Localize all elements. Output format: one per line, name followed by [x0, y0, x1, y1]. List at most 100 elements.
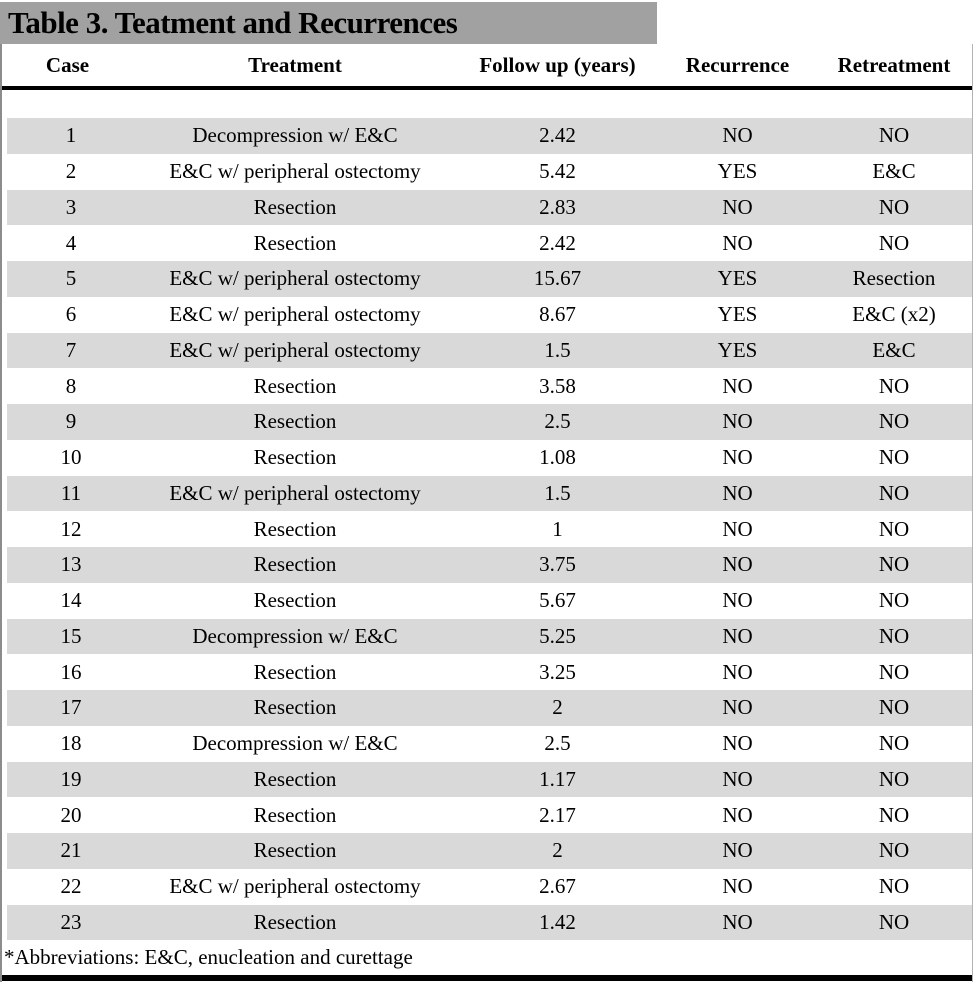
cell-followup: 2.67: [539, 874, 576, 899]
table-row: 5 E&C w/ peripheral ostectomy 15.67 YES …: [7, 261, 973, 297]
cell-case: 9: [65, 409, 77, 434]
cell-followup: 3.58: [539, 373, 576, 398]
cell-case: 22: [60, 874, 82, 899]
cell-case: 2: [65, 159, 77, 184]
cell-recurrence: NO: [722, 659, 753, 684]
cell-recurrence: YES: [717, 159, 758, 184]
table-body: 1 Decompression w/ E&C 2.42 NO NO 2 E&C …: [0, 118, 973, 941]
table-row: 3 Resection 2.83 NO NO: [7, 189, 973, 226]
cell-treatment: Resection: [253, 516, 337, 541]
cell-treatment: Decompression w/ E&C: [192, 123, 398, 148]
table-row: 11 E&C w/ peripheral ostectomy 1.5 NO NO: [7, 475, 973, 512]
cell-treatment: Resection: [253, 695, 337, 720]
column-header-recurrence: Recurrence: [685, 52, 790, 77]
cell-case: 14: [60, 588, 82, 613]
cell-followup: 2.42: [539, 230, 576, 255]
cell-retreatment: NO: [878, 445, 910, 470]
table-row: 21 Resection 2 NO NO: [7, 833, 973, 869]
table-row: 2 E&C w/ peripheral ostectomy 5.42 YES E…: [7, 154, 973, 190]
cell-retreatment: E&C (x2): [852, 302, 936, 327]
cell-case: 18: [60, 731, 82, 756]
cell-followup: 3.25: [539, 659, 576, 684]
cell-treatment: E&C w/ peripheral ostectomy: [169, 302, 421, 327]
cell-treatment: Resection: [253, 373, 337, 398]
cell-retreatment: NO: [878, 516, 910, 541]
cell-followup: 5.25: [539, 623, 576, 648]
cell-followup: 15.67: [533, 266, 582, 291]
cell-treatment: Resection: [253, 409, 337, 434]
cell-followup: 1: [552, 516, 563, 541]
cell-treatment: E&C w/ peripheral ostectomy: [169, 874, 421, 899]
cell-case: 12: [60, 516, 82, 541]
cell-treatment: Resection: [253, 194, 337, 219]
cell-retreatment: E&C: [872, 159, 916, 184]
column-header-followup: Follow up (years): [479, 52, 636, 77]
cell-recurrence: NO: [722, 445, 753, 470]
cell-retreatment: NO: [878, 409, 910, 434]
table-row: 12 Resection 1 NO NO: [7, 511, 973, 547]
cell-treatment: E&C w/ peripheral ostectomy: [169, 337, 421, 362]
table-row: 13 Resection 3.75 NO NO: [7, 547, 973, 583]
cell-recurrence: NO: [722, 695, 753, 720]
cell-retreatment: NO: [878, 874, 910, 899]
cell-treatment: Resection: [253, 588, 337, 613]
cell-case: 19: [60, 766, 82, 791]
cell-retreatment: NO: [878, 230, 910, 255]
cell-followup: 5.42: [539, 159, 576, 184]
cell-recurrence: NO: [722, 874, 753, 899]
cell-case: 20: [60, 802, 82, 827]
table-row: 23 Resection 1.42 NO NO: [7, 904, 973, 941]
header-divider-rule: [0, 86, 973, 90]
table-header-row: Case Treatment Follow up (years) Recurre…: [0, 44, 973, 86]
table-row: 10 Resection 1.08 NO NO: [7, 440, 973, 476]
cell-case: 10: [60, 445, 82, 470]
table-title-bar: Table 3. Teatment and Recurrences: [0, 2, 657, 44]
cell-retreatment: NO: [878, 623, 910, 648]
cell-recurrence: YES: [717, 302, 758, 327]
cell-case: 16: [60, 659, 82, 684]
cell-recurrence: NO: [722, 766, 753, 791]
cell-case: 15: [60, 623, 82, 648]
cell-treatment: Resection: [253, 802, 337, 827]
cell-treatment: E&C w/ peripheral ostectomy: [169, 159, 421, 184]
cell-recurrence: YES: [717, 266, 758, 291]
cell-recurrence: NO: [722, 802, 753, 827]
treatment-recurrences-table: Case Treatment Follow up (years) Recurre…: [0, 44, 973, 982]
table-row: 18 Decompression w/ E&C 2.5 NO NO: [7, 726, 973, 762]
cell-treatment: E&C w/ peripheral ostectomy: [169, 266, 421, 291]
cell-followup: 8.67: [539, 302, 576, 327]
table-row: 14 Resection 5.67 NO NO: [7, 583, 973, 619]
cell-retreatment: NO: [878, 552, 910, 577]
cell-treatment: Decompression w/ E&C: [192, 623, 398, 648]
cell-recurrence: NO: [722, 838, 753, 863]
cell-recurrence: NO: [722, 230, 753, 255]
cell-followup: 1.5: [544, 337, 571, 362]
cell-retreatment: NO: [878, 588, 910, 613]
cell-followup: 1.5: [544, 480, 571, 505]
cell-retreatment: E&C: [872, 337, 916, 362]
column-header-treatment: Treatment: [248, 52, 342, 77]
cell-retreatment: NO: [878, 480, 910, 505]
cell-followup: 2.5: [544, 731, 571, 756]
cell-followup: 3.75: [539, 552, 576, 577]
cell-case: 13: [60, 552, 82, 577]
cell-followup: 2: [552, 838, 563, 863]
table-row: 1 Decompression w/ E&C 2.42 NO NO: [7, 118, 973, 154]
cell-retreatment: NO: [878, 766, 910, 791]
cell-treatment: Resection: [253, 838, 337, 863]
table-row: 17 Resection 2 NO NO: [7, 690, 973, 726]
table-row: 8 Resection 3.58 NO NO: [7, 368, 973, 404]
column-header-retreatment: Retreatment: [837, 52, 951, 77]
cell-case: 17: [60, 695, 82, 720]
cell-treatment: Decompression w/ E&C: [192, 731, 398, 756]
cell-recurrence: NO: [722, 731, 753, 756]
cell-case: 7: [65, 337, 77, 362]
cell-followup: 2.83: [539, 194, 576, 219]
cell-recurrence: NO: [722, 909, 753, 934]
cell-retreatment: NO: [878, 659, 910, 684]
table-row: 9 Resection 2.5 NO NO: [7, 404, 973, 440]
cell-retreatment: NO: [878, 194, 910, 219]
table-row: 6 E&C w/ peripheral ostectomy 8.67 YES E…: [7, 297, 973, 333]
cell-followup: 1.17: [539, 766, 576, 791]
